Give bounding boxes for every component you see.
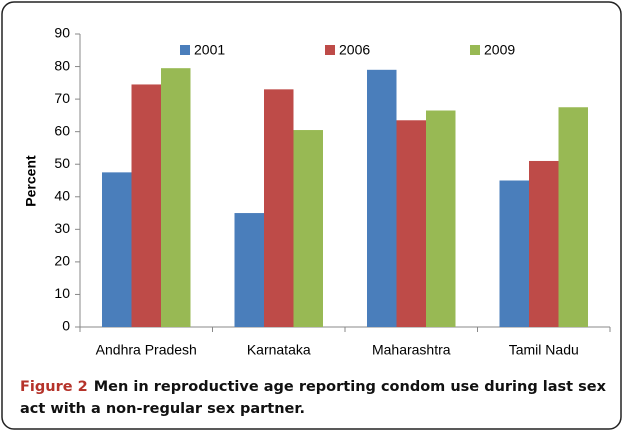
y-tick-label: 50 [54, 155, 70, 171]
y-axis-title: Percent [23, 155, 39, 207]
bar [161, 68, 191, 327]
caption: Figure 2 Men in reproductive age reportin… [20, 376, 606, 420]
legend-swatch [180, 45, 190, 55]
x-tick-label: Tamil Nadu [509, 342, 579, 358]
y-tick-label: 70 [54, 90, 70, 106]
legend-label: 2009 [484, 42, 515, 58]
bar [264, 89, 294, 327]
y-tick-label: 0 [62, 318, 70, 334]
caption-label: Figure 2 [20, 379, 88, 395]
bar [499, 180, 529, 327]
bar [293, 130, 323, 327]
bar [558, 107, 588, 327]
bar [131, 84, 161, 327]
bar [426, 110, 456, 327]
bar [529, 160, 559, 327]
legend-label: 2001 [194, 42, 225, 58]
caption-text: Men in reproductive age reporting condom… [20, 379, 606, 417]
legend-swatch [470, 45, 480, 55]
y-tick-label: 10 [54, 285, 70, 301]
x-tick-label: Maharashtra [372, 342, 451, 358]
bar [396, 120, 426, 328]
legend-label: 2006 [339, 42, 370, 58]
bar [234, 213, 264, 327]
y-tick-label: 60 [54, 122, 70, 138]
y-tick-label: 40 [54, 187, 70, 203]
y-tick-label: 90 [54, 25, 70, 41]
x-tick-label: Andhra Pradesh [96, 342, 197, 358]
y-tick-label: 80 [54, 57, 70, 73]
bar [102, 172, 132, 327]
y-tick-label: 30 [54, 220, 70, 236]
y-tick-label: 20 [54, 253, 70, 269]
x-tick-label: Karnataka [247, 342, 311, 358]
legend-swatch [325, 45, 335, 55]
bar [367, 69, 397, 328]
